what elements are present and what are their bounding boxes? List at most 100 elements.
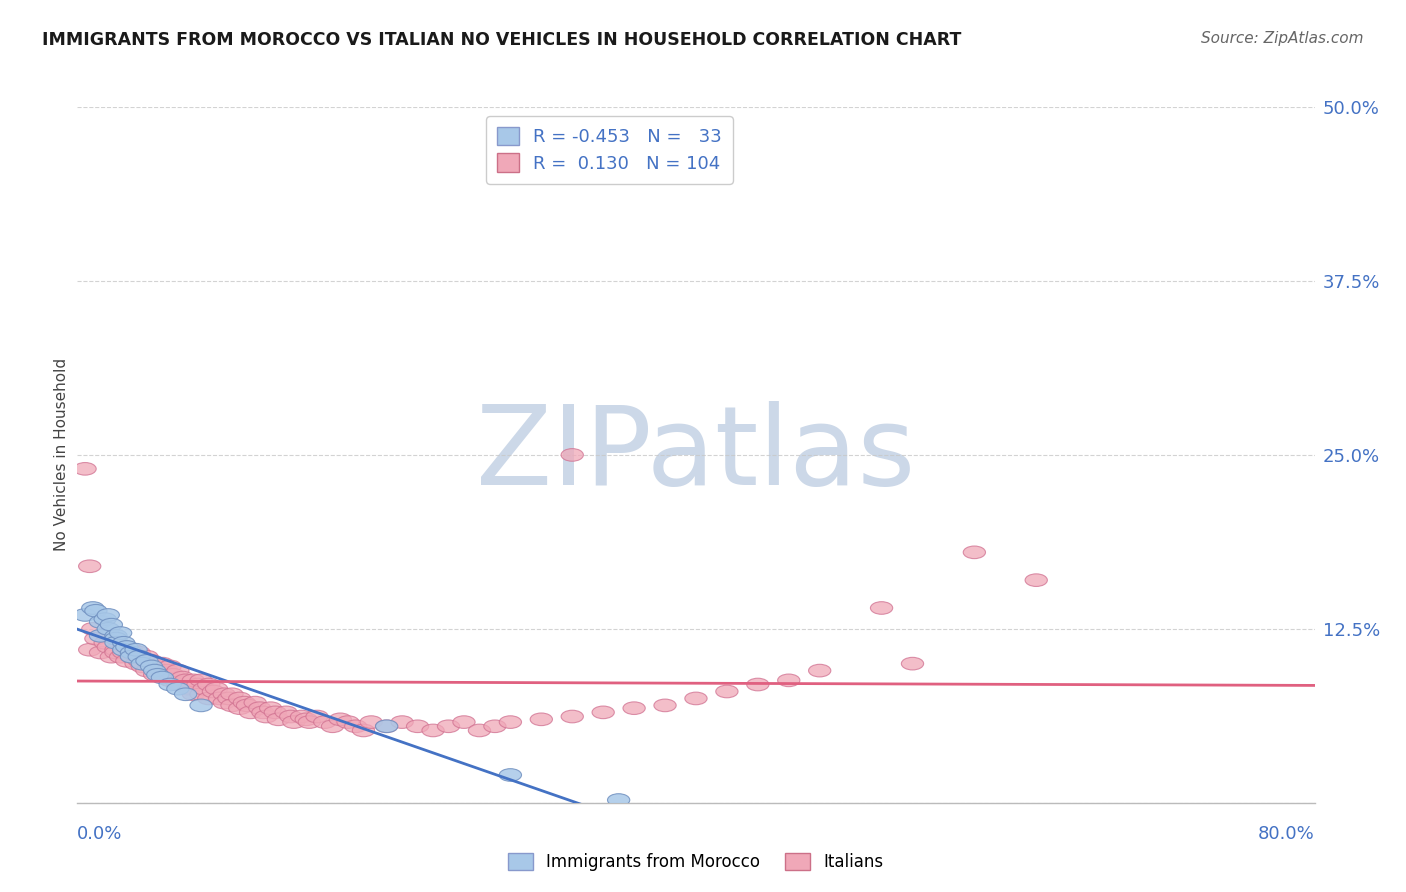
Ellipse shape [202,685,225,698]
Ellipse shape [121,650,142,663]
Ellipse shape [141,660,163,673]
Ellipse shape [245,697,266,709]
Ellipse shape [128,646,150,659]
Ellipse shape [360,715,382,729]
Ellipse shape [143,660,166,673]
Ellipse shape [190,688,212,700]
Ellipse shape [187,678,209,690]
Ellipse shape [97,608,120,621]
Ellipse shape [198,692,219,705]
Ellipse shape [125,643,148,656]
Ellipse shape [82,602,104,615]
Ellipse shape [131,657,153,670]
Ellipse shape [100,650,122,663]
Ellipse shape [218,692,240,705]
Ellipse shape [654,699,676,712]
Ellipse shape [75,463,96,475]
Ellipse shape [115,640,138,653]
Ellipse shape [141,655,163,667]
Ellipse shape [214,688,235,700]
Ellipse shape [136,650,157,663]
Ellipse shape [422,724,444,737]
Ellipse shape [249,702,271,714]
Y-axis label: No Vehicles in Household: No Vehicles in Household [53,359,69,551]
Ellipse shape [112,640,135,653]
Ellipse shape [100,618,122,631]
Ellipse shape [623,702,645,714]
Ellipse shape [254,710,277,723]
Ellipse shape [110,627,132,640]
Ellipse shape [177,682,200,695]
Text: 80.0%: 80.0% [1258,825,1315,843]
Text: ZIPatlas: ZIPatlas [477,401,915,508]
Ellipse shape [307,710,328,723]
Ellipse shape [94,613,117,625]
Ellipse shape [264,706,287,719]
Ellipse shape [156,665,179,677]
Ellipse shape [152,668,173,681]
Ellipse shape [870,602,893,615]
Ellipse shape [208,692,231,705]
Ellipse shape [291,710,312,723]
Text: Source: ZipAtlas.com: Source: ZipAtlas.com [1201,31,1364,46]
Ellipse shape [499,769,522,781]
Ellipse shape [159,678,181,690]
Ellipse shape [221,688,243,700]
Ellipse shape [105,643,127,656]
Ellipse shape [1025,574,1047,586]
Ellipse shape [162,668,184,681]
Ellipse shape [105,646,127,659]
Ellipse shape [190,674,212,687]
Ellipse shape [229,692,250,705]
Ellipse shape [90,630,111,642]
Ellipse shape [174,674,197,687]
Ellipse shape [193,682,215,695]
Ellipse shape [747,678,769,690]
Ellipse shape [183,688,204,700]
Ellipse shape [252,706,274,719]
Legend: Immigrants from Morocco, Italians: Immigrants from Morocco, Italians [502,847,890,878]
Ellipse shape [110,650,132,663]
Text: IMMIGRANTS FROM MOROCCO VS ITALIAN NO VEHICLES IN HOUSEHOLD CORRELATION CHART: IMMIGRANTS FROM MOROCCO VS ITALIAN NO VE… [42,31,962,49]
Ellipse shape [344,720,367,732]
Ellipse shape [105,637,127,649]
Ellipse shape [561,710,583,723]
Ellipse shape [143,665,166,677]
Ellipse shape [716,685,738,698]
Ellipse shape [97,640,120,653]
Ellipse shape [229,702,250,714]
Ellipse shape [159,674,181,687]
Ellipse shape [963,546,986,558]
Ellipse shape [530,713,553,725]
Ellipse shape [84,632,107,645]
Ellipse shape [75,608,96,621]
Ellipse shape [159,660,181,673]
Ellipse shape [214,697,235,709]
Ellipse shape [128,655,150,667]
Ellipse shape [112,637,135,649]
Ellipse shape [901,657,924,670]
Ellipse shape [190,699,212,712]
Ellipse shape [453,715,475,729]
Ellipse shape [121,643,142,656]
Text: 0.0%: 0.0% [77,825,122,843]
Ellipse shape [112,643,135,656]
Ellipse shape [322,720,343,732]
Ellipse shape [484,720,506,732]
Ellipse shape [112,646,135,659]
Ellipse shape [561,449,583,461]
Ellipse shape [437,720,460,732]
Ellipse shape [685,692,707,705]
Ellipse shape [167,678,188,690]
Ellipse shape [337,715,359,729]
Ellipse shape [205,682,228,695]
Ellipse shape [406,720,429,732]
Ellipse shape [84,605,107,617]
Ellipse shape [233,697,256,709]
Ellipse shape [167,682,188,695]
Ellipse shape [276,706,297,719]
Ellipse shape [314,715,336,729]
Ellipse shape [174,688,197,700]
Ellipse shape [105,632,127,645]
Ellipse shape [221,699,243,712]
